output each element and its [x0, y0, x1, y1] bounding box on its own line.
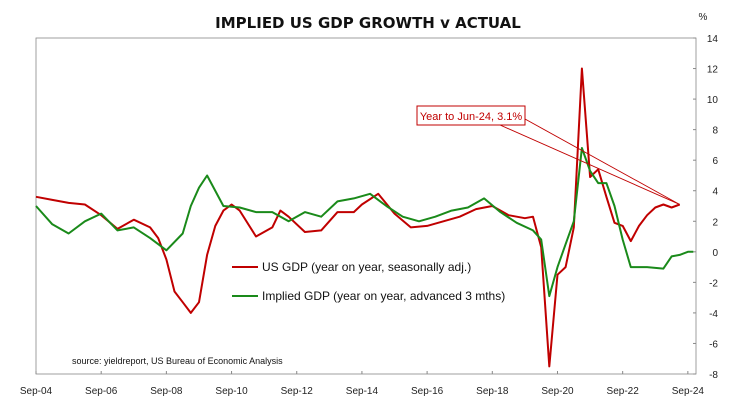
y-tick-label: -8 — [709, 370, 718, 381]
x-tick-label: Sep-22 — [607, 386, 640, 397]
annotation-box — [416, 105, 526, 126]
annotation-layer: Year to Jun-24, 3.1% — [416, 105, 680, 205]
x-tick-label: Sep-06 — [85, 386, 118, 397]
source-note: source: yieldreport, US Bureau of Econom… — [72, 356, 283, 366]
y-tick-label: -6 — [709, 339, 718, 350]
y-axis-unit: % — [699, 12, 708, 23]
legend-label-us-gdp: US GDP (year on year, seasonally adj.) — [262, 260, 471, 274]
y-tick-label: -2 — [709, 278, 718, 289]
y-tick-label: -4 — [709, 309, 718, 320]
x-tick-label: Sep-14 — [346, 386, 379, 397]
x-tick-label: Sep-16 — [411, 386, 444, 397]
annotation-leader-line — [524, 118, 680, 205]
y-tick-label: 14 — [707, 34, 719, 45]
x-tick-label: Sep-24 — [672, 386, 705, 397]
annotation-text: Year to Jun-24, 3.1% — [420, 111, 523, 123]
y-tick-label: 2 — [712, 217, 718, 228]
y-axis: 14 12 10 8 6 4 2 0 -2 -4 -6 -8 — [693, 34, 718, 381]
x-axis: Sep-04 Sep-06 Sep-08 Sep-10 Sep-12 Sep-14 Sep-… — [20, 371, 705, 397]
x-tick-label: Sep-20 — [541, 386, 574, 397]
series-line-implied-gdp — [35, 147, 694, 298]
y-tick-label: 0 — [712, 248, 718, 259]
series-line-us-gdp — [35, 67, 681, 368]
y-tick-label: 10 — [707, 95, 719, 106]
y-tick-label: 12 — [707, 65, 719, 76]
x-tick-label: Sep-08 — [150, 386, 183, 397]
y-tick-label: 8 — [712, 126, 718, 137]
legend: US GDP (year on year, seasonally adj.) I… — [232, 260, 505, 303]
chart-title: IMPLIED US GDP GROWTH v ACTUAL — [215, 14, 521, 32]
y-tick-label: 4 — [712, 187, 718, 198]
x-tick-label: Sep-12 — [281, 386, 314, 397]
x-tick-label: Sep-04 — [20, 386, 53, 397]
plot-area — [35, 37, 697, 375]
y-tick-label: 6 — [712, 156, 718, 167]
annotation-leader-line — [499, 124, 680, 205]
legend-label-implied-gdp: Implied GDP (year on year, advanced 3 mt… — [262, 289, 505, 303]
series-layer — [35, 67, 694, 368]
x-tick-label: Sep-10 — [215, 386, 248, 397]
x-tick-label: Sep-18 — [476, 386, 509, 397]
